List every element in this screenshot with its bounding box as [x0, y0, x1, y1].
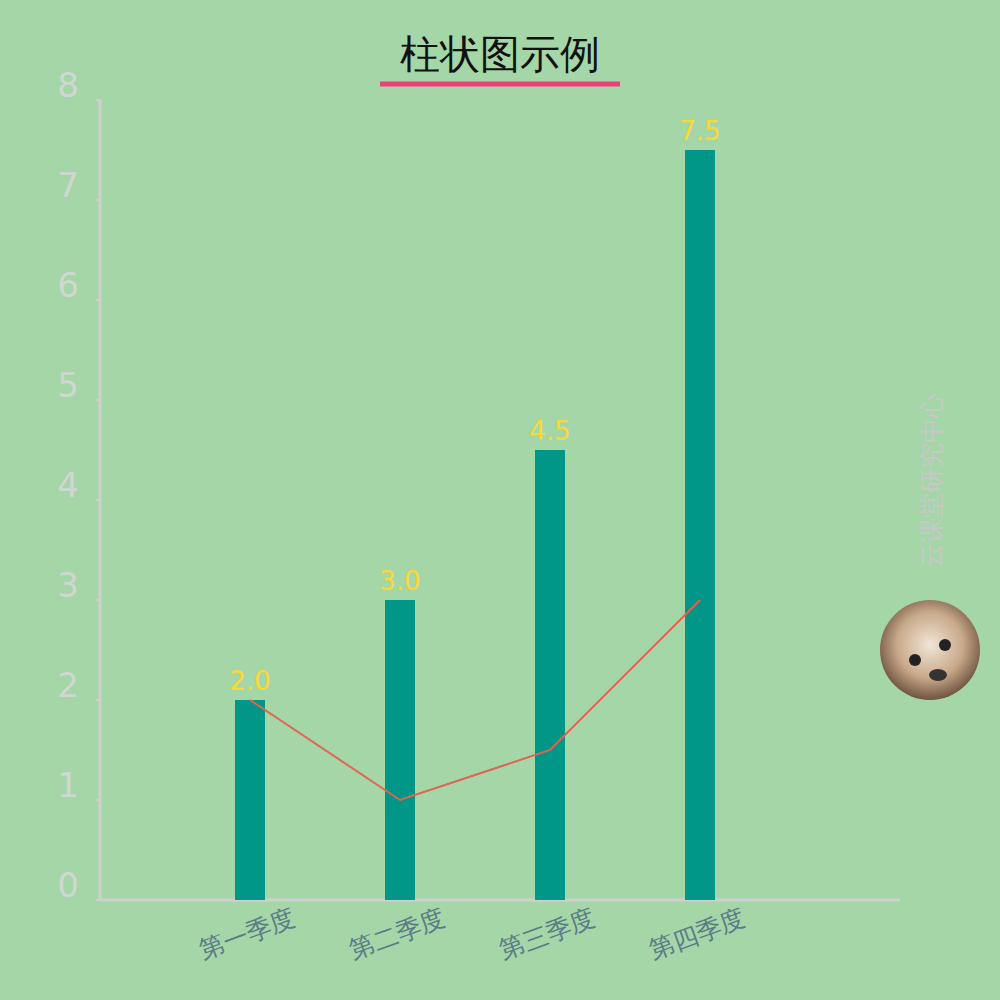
data-labels: 2.0 3.0 4.5 7.5 — [229, 116, 720, 696]
chart-root: 柱状图示例 0 1 2 3 4 5 6 7 8 第一季度第二季度第三季度第四季度 2.0 3.0 4.5 7… — [0, 0, 1000, 1000]
y-tick — [96, 99, 100, 101]
y-tick — [96, 399, 100, 401]
y-tick-label: 7 — [57, 165, 79, 205]
y-tick-label: 0 — [57, 865, 79, 905]
y-tick-label: 6 — [57, 265, 79, 305]
line — [250, 600, 700, 800]
avatar — [880, 600, 980, 700]
y-tick-label: 3 — [57, 565, 79, 605]
y-tick — [96, 599, 100, 601]
y-tick — [96, 199, 100, 201]
background — [0, 0, 1000, 1000]
bar — [385, 600, 415, 900]
title-underline — [380, 82, 620, 87]
data-label: 4.5 — [529, 416, 570, 446]
y-tick — [96, 699, 100, 701]
annotation: 云课堂研究中心 — [917, 393, 946, 568]
y-tick — [96, 299, 100, 301]
y-tick-label: 2 — [57, 665, 79, 705]
bar — [685, 150, 715, 900]
chart-svg: 柱状图示例 0 1 2 3 4 5 6 7 8 第一季度第二季度第三季度第四季度 2.0 3.0 4.5 7… — [0, 0, 1000, 1000]
bar — [535, 450, 565, 900]
plot-area — [235, 150, 715, 900]
x-tick-label: 第一季度 — [195, 903, 299, 964]
x-tick-label: 第四季度 — [645, 903, 749, 964]
x-tick-label: 第二季度 — [345, 903, 449, 964]
y-tick — [96, 799, 100, 801]
y-tick — [96, 899, 100, 901]
y-tick-label: 1 — [57, 765, 79, 805]
data-label: 7.5 — [679, 116, 720, 146]
x-axis — [100, 899, 900, 902]
avatar-eye — [939, 639, 951, 651]
y-tick — [96, 499, 100, 501]
y-tick-label: 4 — [57, 465, 79, 505]
x-tick-label: 第三季度 — [495, 903, 599, 964]
title: 柱状图示例 — [400, 31, 600, 77]
data-label: 2.0 — [229, 666, 270, 696]
avatar-nose — [929, 669, 947, 681]
bar — [235, 700, 265, 900]
y-tick-label: 8 — [57, 65, 79, 105]
avatar-eye — [909, 654, 921, 666]
data-label: 3.0 — [379, 566, 420, 596]
y-tick-label: 5 — [57, 365, 79, 405]
